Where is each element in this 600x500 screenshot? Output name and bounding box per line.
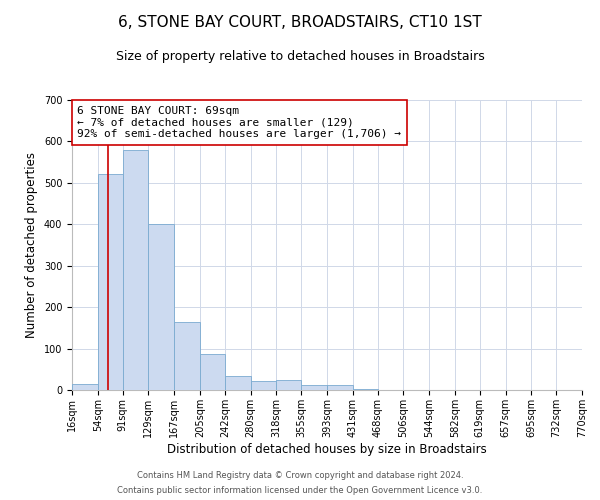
Text: Size of property relative to detached houses in Broadstairs: Size of property relative to detached ho…: [116, 50, 484, 63]
Bar: [251, 381, 276, 390]
Text: Contains public sector information licensed under the Open Government Licence v3: Contains public sector information licen…: [118, 486, 482, 495]
Text: Contains HM Land Registry data © Crown copyright and database right 2024.: Contains HM Land Registry data © Crown c…: [137, 471, 463, 480]
Bar: [353, 389, 378, 390]
Bar: [301, 384, 327, 390]
Bar: [276, 380, 301, 390]
Y-axis label: Number of detached properties: Number of detached properties: [25, 152, 38, 338]
Bar: [148, 224, 174, 390]
Bar: [327, 384, 353, 390]
Bar: [200, 354, 225, 390]
X-axis label: Distribution of detached houses by size in Broadstairs: Distribution of detached houses by size …: [167, 442, 487, 456]
Bar: [123, 150, 148, 390]
Text: 6 STONE BAY COURT: 69sqm
← 7% of detached houses are smaller (129)
92% of semi-d: 6 STONE BAY COURT: 69sqm ← 7% of detache…: [77, 106, 401, 139]
Bar: [98, 174, 123, 390]
Bar: [72, 384, 98, 390]
Text: 6, STONE BAY COURT, BROADSTAIRS, CT10 1ST: 6, STONE BAY COURT, BROADSTAIRS, CT10 1S…: [118, 15, 482, 30]
Bar: [225, 376, 251, 390]
Bar: [174, 322, 200, 390]
